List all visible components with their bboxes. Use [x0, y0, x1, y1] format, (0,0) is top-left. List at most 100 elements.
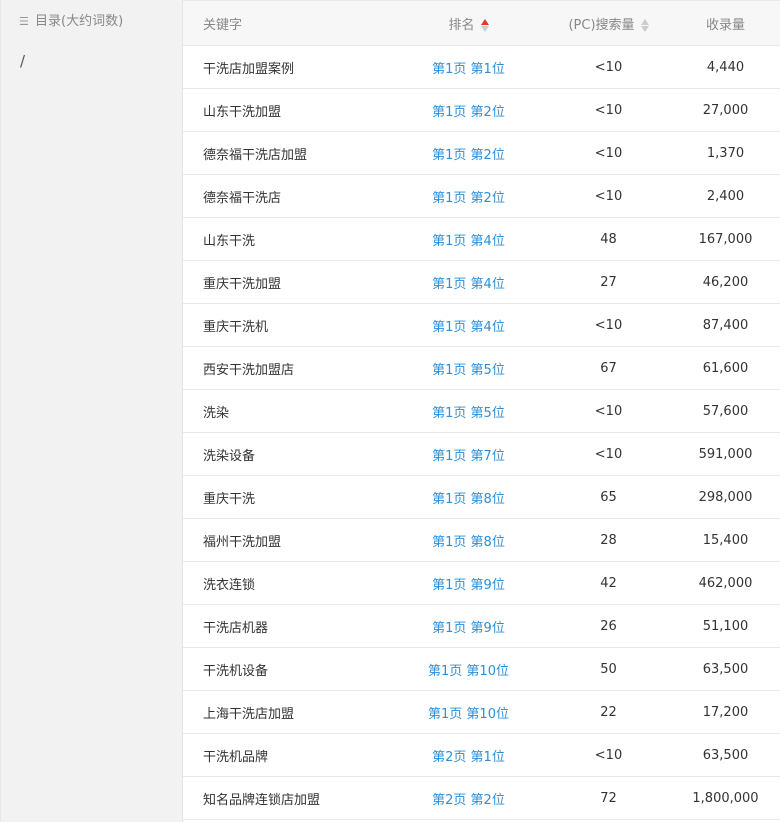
- rank-link[interactable]: 第2页 第2位: [432, 792, 505, 808]
- indexed-cell: 298,000: [698, 489, 753, 505]
- indexed-cell: 87,400: [702, 317, 749, 333]
- keyword-cell: 上海干洗店加盟: [203, 706, 295, 722]
- header-keyword: 关键字: [203, 17, 243, 33]
- search-volume-cell: 42: [600, 575, 617, 591]
- keyword-table: 关键字 排名 (PC)搜索量 收录量 干洗店加盟案例 第1页 第1位 <10 4…: [183, 0, 780, 820]
- table-row: 干洗店加盟案例 第1页 第1位 <10 4,440: [183, 46, 780, 89]
- keyword-cell: 德奈福干洗店: [203, 190, 282, 206]
- rank-link[interactable]: 第1页 第5位: [432, 362, 505, 378]
- header-rank-label: 排名: [448, 17, 475, 33]
- table-row: 西安干洗加盟店 第1页 第5位 67 61,600: [183, 347, 780, 390]
- search-volume-cell: 72: [600, 790, 617, 806]
- directory-title: 目录(大约词数): [35, 14, 124, 29]
- rank-link[interactable]: 第1页 第1位: [432, 61, 505, 77]
- rank-link[interactable]: 第1页 第10位: [428, 663, 509, 679]
- search-volume-cell: <10: [594, 145, 623, 161]
- search-volume-cell: 27: [600, 274, 617, 290]
- indexed-cell: 1,800,000: [692, 790, 759, 806]
- sort-icon[interactable]: [640, 18, 649, 33]
- table-row: 干洗机设备 第1页 第10位 50 63,500: [183, 648, 780, 691]
- table-row: 干洗店机器 第1页 第9位 26 51,100: [183, 605, 780, 648]
- search-volume-cell: 22: [600, 704, 617, 720]
- header-search-label: (PC)搜索量: [568, 17, 635, 33]
- table-row: 重庆干洗机 第1页 第4位 <10 87,400: [183, 304, 780, 347]
- keyword-cell: 干洗店加盟案例: [203, 61, 295, 77]
- table-row: 上海干洗店加盟 第1页 第10位 22 17,200: [183, 691, 780, 734]
- directory-header: ☰ 目录(大约词数): [1, 0, 182, 46]
- indexed-cell: 17,200: [702, 704, 749, 720]
- keyword-cell: 干洗机设备: [203, 663, 269, 679]
- indexed-cell: 46,200: [702, 274, 749, 290]
- directory-item-root[interactable]: /: [20, 52, 26, 70]
- indexed-cell: 4,440: [706, 59, 745, 75]
- keyword-cell: 洗衣连锁: [203, 577, 256, 593]
- rank-link[interactable]: 第1页 第8位: [432, 491, 505, 507]
- rank-link[interactable]: 第1页 第4位: [432, 319, 505, 335]
- table-row: 福州干洗加盟 第1页 第8位 28 15,400: [183, 519, 780, 562]
- keyword-cell: 干洗店机器: [203, 620, 269, 636]
- keyword-cell: 西安干洗加盟店: [203, 362, 295, 378]
- indexed-cell: 61,600: [702, 360, 749, 376]
- search-volume-cell: <10: [594, 446, 623, 462]
- table-header: 关键字 排名 (PC)搜索量 收录量: [183, 0, 780, 46]
- rank-link[interactable]: 第1页 第10位: [428, 706, 509, 722]
- rank-link[interactable]: 第1页 第9位: [432, 577, 505, 593]
- header-rank[interactable]: 排名: [383, 14, 551, 33]
- search-volume-cell: <10: [594, 317, 623, 333]
- table-row: 洗染 第1页 第5位 <10 57,600: [183, 390, 780, 433]
- table-row: 山东干洗加盟 第1页 第2位 <10 27,000: [183, 89, 780, 132]
- keyword-cell: 洗染设备: [203, 448, 256, 464]
- table-row: 知名品牌连锁店加盟 第2页 第2位 72 1,800,000: [183, 777, 780, 820]
- keyword-cell: 重庆干洗机: [203, 319, 269, 335]
- search-volume-cell: 28: [600, 532, 617, 548]
- keyword-cell: 知名品牌连锁店加盟: [203, 792, 321, 808]
- sort-icon[interactable]: [480, 18, 489, 33]
- search-volume-cell: <10: [594, 403, 623, 419]
- indexed-cell: 57,600: [702, 403, 749, 419]
- header-indexed: 收录量: [705, 17, 745, 33]
- indexed-cell: 462,000: [698, 575, 753, 591]
- rank-link[interactable]: 第2页 第1位: [432, 749, 505, 765]
- search-volume-cell: <10: [594, 59, 623, 75]
- search-volume-cell: <10: [594, 747, 623, 763]
- indexed-cell: 1,370: [706, 145, 745, 161]
- rank-link[interactable]: 第1页 第4位: [432, 233, 505, 249]
- indexed-cell: 63,500: [702, 747, 749, 763]
- rank-link[interactable]: 第1页 第2位: [432, 104, 505, 120]
- list-icon: ☰: [19, 15, 29, 28]
- keyword-cell: 山东干洗加盟: [203, 104, 282, 120]
- indexed-cell: 63,500: [702, 661, 749, 677]
- directory-sidebar: ☰ 目录(大约词数) /: [0, 0, 183, 822]
- indexed-cell: 591,000: [698, 446, 753, 462]
- rank-link[interactable]: 第1页 第4位: [432, 276, 505, 292]
- keyword-cell: 干洗机品牌: [203, 749, 269, 765]
- rank-link[interactable]: 第1页 第8位: [432, 534, 505, 550]
- search-volume-cell: 50: [600, 661, 617, 677]
- rank-link[interactable]: 第1页 第2位: [432, 190, 505, 206]
- keyword-cell: 洗染: [203, 405, 230, 421]
- search-volume-cell: 67: [600, 360, 617, 376]
- table-row: 德奈福干洗店 第1页 第2位 <10 2,400: [183, 175, 780, 218]
- search-volume-cell: 26: [600, 618, 617, 634]
- table-row: 重庆干洗 第1页 第8位 65 298,000: [183, 476, 780, 519]
- search-volume-cell: <10: [594, 188, 623, 204]
- table-row: 德奈福干洗店加盟 第1页 第2位 <10 1,370: [183, 132, 780, 175]
- rank-link[interactable]: 第1页 第7位: [432, 448, 505, 464]
- rank-link[interactable]: 第1页 第2位: [432, 147, 505, 163]
- table-row: 干洗机品牌 第2页 第1位 <10 63,500: [183, 734, 780, 777]
- table-row: 洗衣连锁 第1页 第9位 42 462,000: [183, 562, 780, 605]
- indexed-cell: 27,000: [702, 102, 749, 118]
- table-row: 洗染设备 第1页 第7位 <10 591,000: [183, 433, 780, 476]
- indexed-cell: 167,000: [698, 231, 753, 247]
- indexed-cell: 2,400: [706, 188, 745, 204]
- keyword-cell: 德奈福干洗店加盟: [203, 147, 308, 163]
- table-row: 山东干洗 第1页 第4位 48 167,000: [183, 218, 780, 261]
- rank-link[interactable]: 第1页 第9位: [432, 620, 505, 636]
- search-volume-cell: 48: [600, 231, 617, 247]
- keyword-cell: 福州干洗加盟: [203, 534, 282, 550]
- keyword-cell: 重庆干洗: [203, 491, 256, 507]
- indexed-cell: 15,400: [702, 532, 749, 548]
- rank-link[interactable]: 第1页 第5位: [432, 405, 505, 421]
- search-volume-cell: <10: [594, 102, 623, 118]
- header-search-volume[interactable]: (PC)搜索量: [551, 14, 659, 33]
